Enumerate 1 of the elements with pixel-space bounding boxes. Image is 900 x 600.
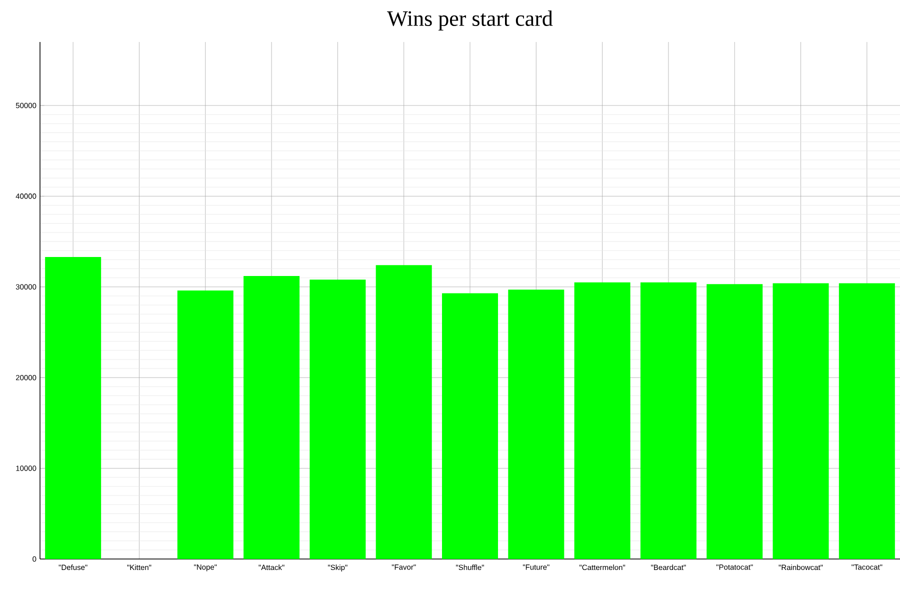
chart-title: Wins per start card bbox=[387, 10, 553, 30]
